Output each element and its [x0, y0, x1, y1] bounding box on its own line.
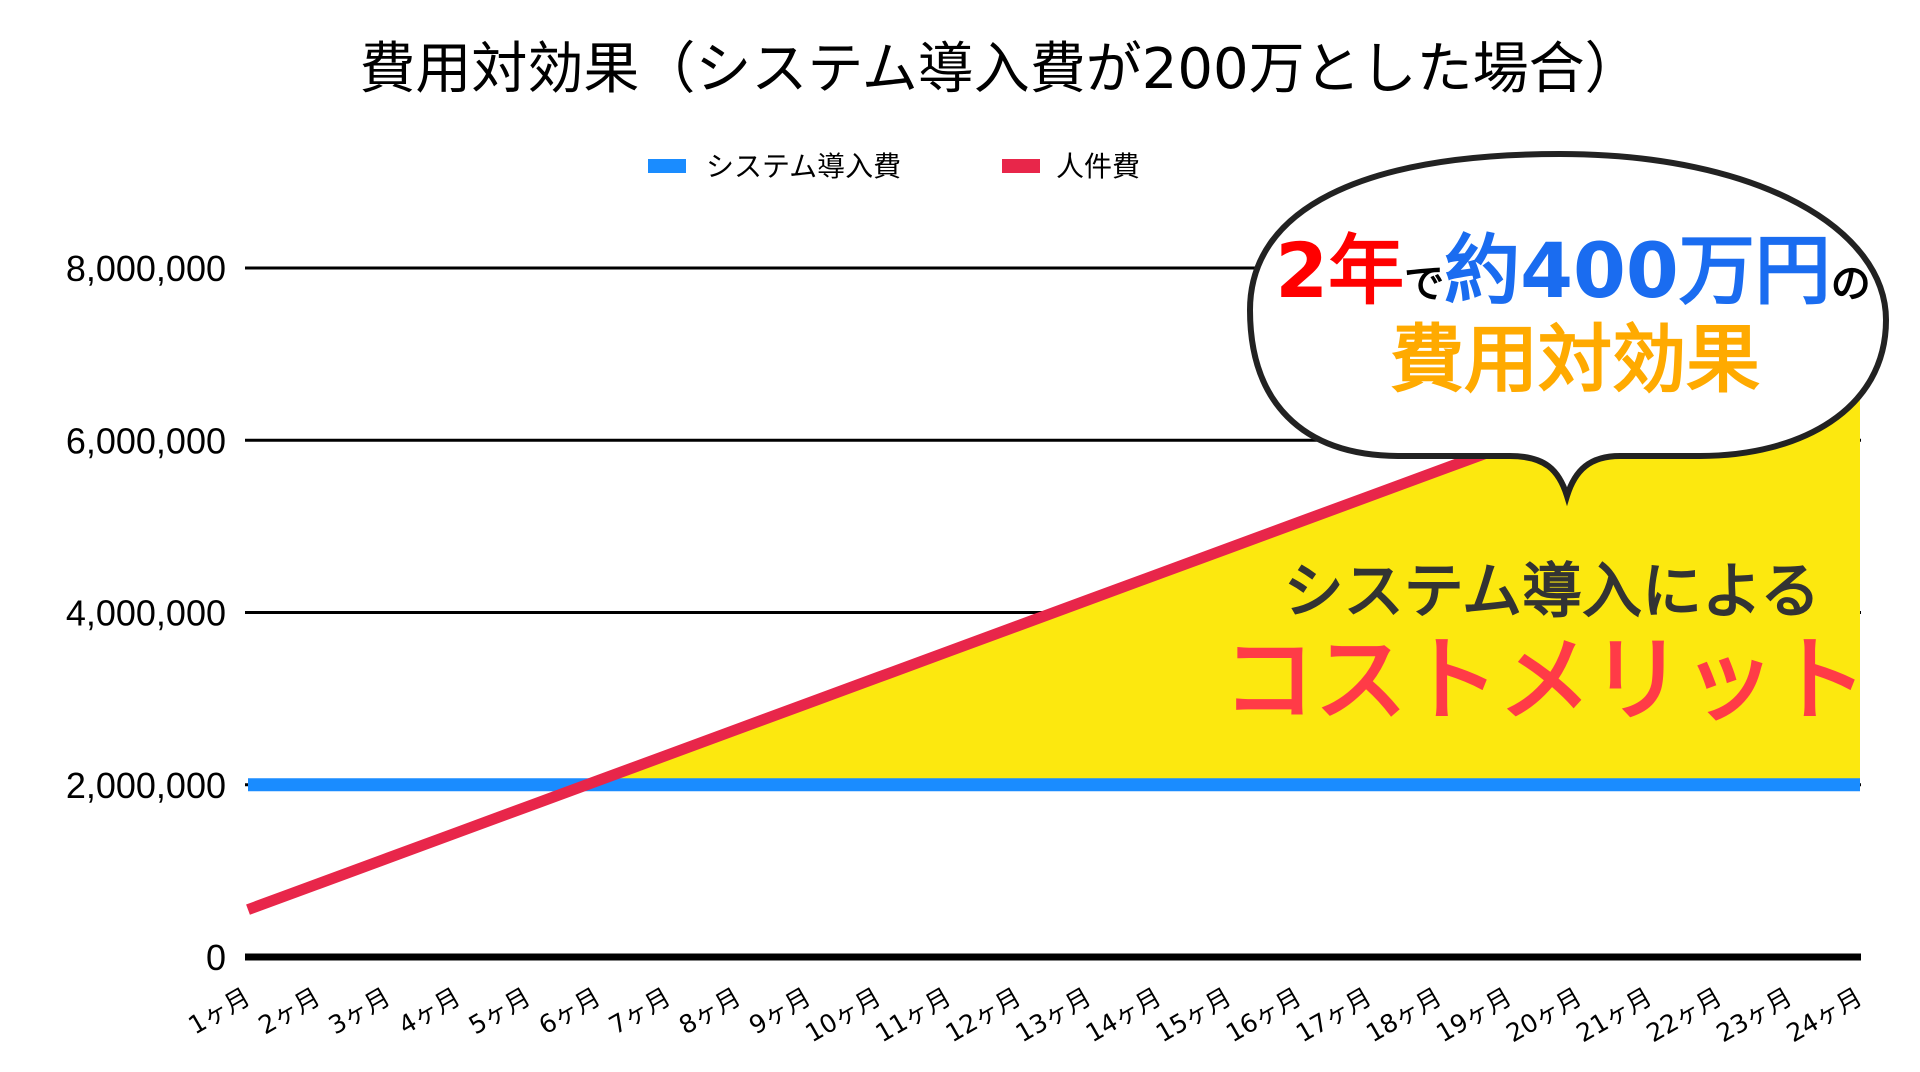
x-tick-label: 12ヶ月	[941, 982, 1026, 1048]
speech-bubble-shape	[1246, 150, 1890, 507]
x-tick-label: 21ヶ月	[1571, 982, 1656, 1048]
x-tick-label: 20ヶ月	[1501, 982, 1586, 1048]
y-tick-label: 6,000,000	[66, 420, 226, 461]
y-tick-label: 8,000,000	[66, 248, 226, 289]
legend-swatch-labor	[1002, 159, 1040, 173]
x-tick-label: 2ヶ月	[254, 982, 326, 1040]
x-tick-label: 19ヶ月	[1431, 982, 1516, 1048]
bubble-segment: 約400万円	[1444, 226, 1831, 315]
x-tick-label: 14ヶ月	[1081, 982, 1166, 1048]
x-tick-label: 17ヶ月	[1291, 982, 1376, 1048]
x-tick-label: 13ヶ月	[1011, 982, 1096, 1048]
legend-label-labor: 人件費	[1056, 150, 1140, 183]
x-tick-label: 24ヶ月	[1782, 982, 1867, 1048]
bubble-line-2: 費用対効果	[1390, 317, 1760, 403]
y-tick-label: 4,000,000	[66, 593, 226, 634]
y-tick-label: 0	[206, 937, 226, 978]
legend: システム導入費 人件費	[648, 150, 1140, 183]
x-tick-label: 4ヶ月	[394, 982, 466, 1040]
x-tick-label: 5ヶ月	[464, 982, 536, 1040]
area-label-2: コストメリット	[1223, 627, 1867, 734]
x-tick-label: 10ヶ月	[800, 982, 885, 1048]
x-tick-label: 18ヶ月	[1361, 982, 1446, 1048]
legend-swatch-system	[648, 159, 686, 173]
x-tick-label: 16ヶ月	[1221, 982, 1306, 1048]
chart-title: 費用対効果（システム導入費が200万とした場合）	[359, 37, 1640, 102]
x-tick-label: 7ヶ月	[604, 982, 676, 1040]
bubble-segment: 2年	[1275, 226, 1404, 315]
x-tick-label: 1ヶ月	[183, 982, 255, 1040]
bubble-line-1: 2年で約400万円の	[1275, 226, 1871, 315]
x-tick-label: 6ヶ月	[534, 982, 606, 1040]
y-axis-ticks: 0 2,000,000 4,000,000 6,000,000 8,000,000	[66, 248, 226, 978]
bubble-segment: の	[1831, 261, 1871, 307]
area-label-1: システム導入による	[1284, 557, 1820, 627]
speech-bubble: 2年で約400万円の 費用対効果	[1246, 150, 1890, 507]
bubble-segment: で	[1404, 261, 1444, 307]
legend-label-system: システム導入費	[706, 150, 901, 183]
x-tick-label: 3ヶ月	[324, 982, 396, 1040]
y-tick-label: 2,000,000	[66, 765, 226, 806]
x-axis-ticks: 1ヶ月2ヶ月3ヶ月4ヶ月5ヶ月6ヶ月7ヶ月8ヶ月9ヶ月10ヶ月11ヶ月12ヶ月1…	[183, 982, 1867, 1048]
x-tick-label: 8ヶ月	[674, 982, 746, 1040]
x-tick-label: 22ヶ月	[1641, 982, 1726, 1048]
area-annotation: システム導入による コストメリット	[1223, 557, 1867, 734]
x-tick-label: 15ヶ月	[1151, 982, 1236, 1048]
x-tick-label: 11ヶ月	[871, 982, 956, 1048]
x-tick-label: 23ヶ月	[1712, 982, 1797, 1048]
cost-merit-area	[586, 315, 1860, 785]
